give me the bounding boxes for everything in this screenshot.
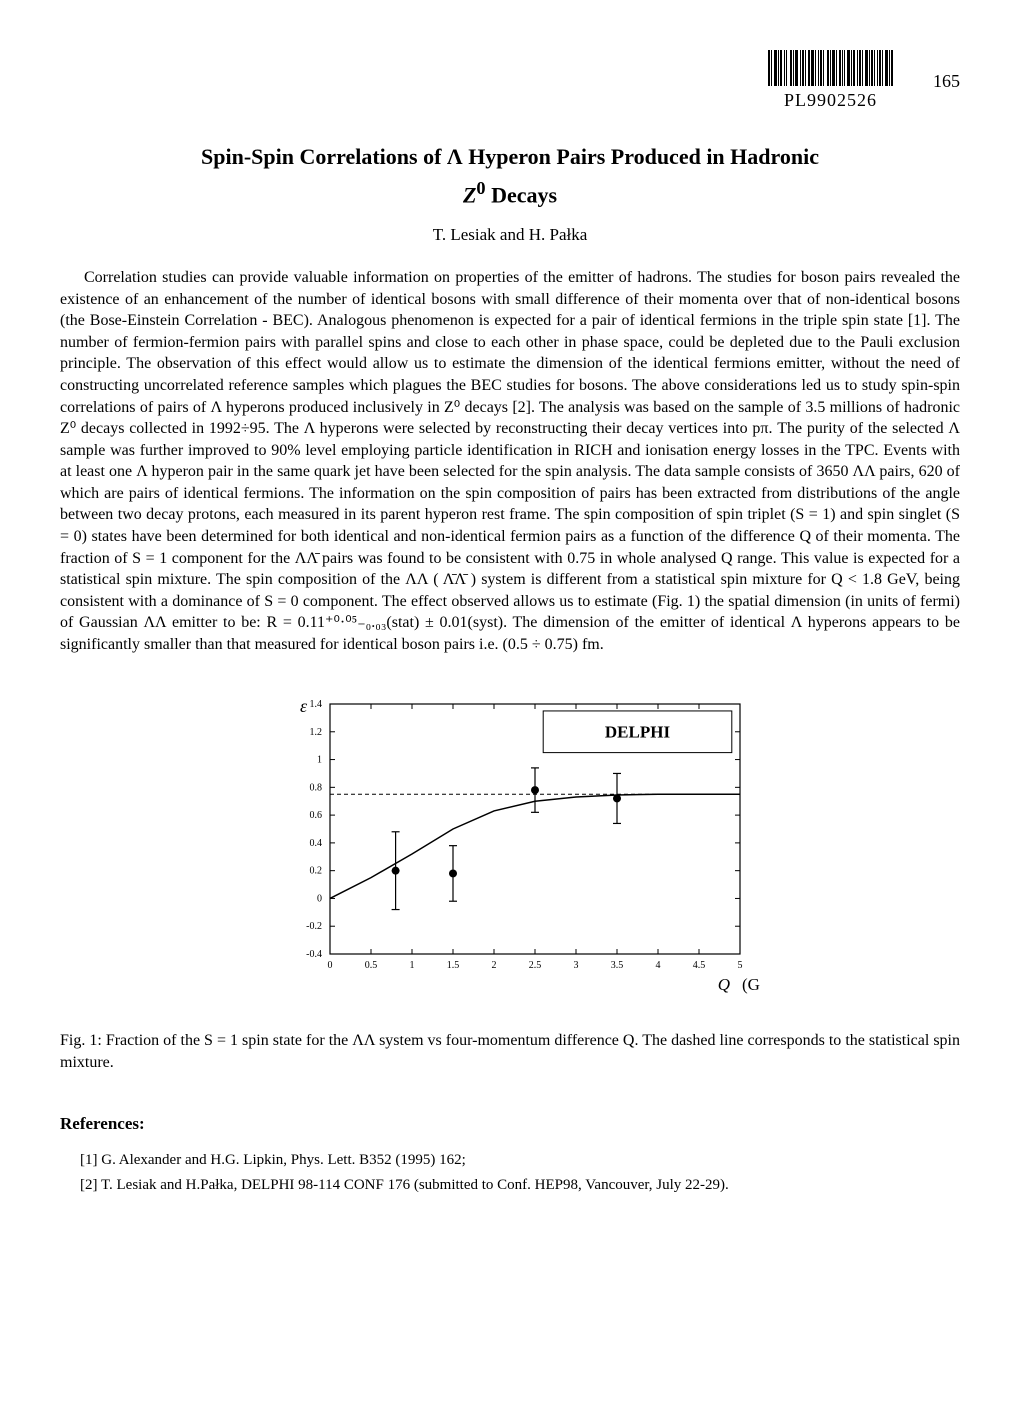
figure-caption: Fig. 1: Fraction of the S = 1 spin state… — [60, 1030, 960, 1073]
svg-text:3: 3 — [574, 960, 579, 971]
svg-text:1: 1 — [317, 754, 322, 765]
barcode-icon — [768, 50, 893, 86]
svg-text:0.4: 0.4 — [310, 838, 323, 849]
chart-plot: -0.4 -0.2 0 0.2 0.4 0.6 0.8 1 1.2 1.4 0 0.5 1 1.5 2 2.5… — [260, 684, 760, 1004]
svg-text:2.5: 2.5 — [529, 960, 542, 971]
svg-text:-0.4: -0.4 — [306, 949, 322, 960]
reference-item: [1] G. Alexander and H.G. Lipkin, Phys. … — [80, 1150, 960, 1170]
svg-text:1.2: 1.2 — [310, 726, 323, 737]
authors: T. Lesiak and H. Pałka — [60, 224, 960, 247]
svg-text:1.4: 1.4 — [310, 699, 323, 710]
svg-text:0: 0 — [328, 960, 333, 971]
svg-text:1: 1 — [410, 960, 415, 971]
svg-text:4: 4 — [656, 960, 661, 971]
svg-text:1.5: 1.5 — [447, 960, 460, 971]
svg-text:4.5: 4.5 — [693, 960, 706, 971]
page-number: 165 — [933, 69, 960, 93]
svg-text:0: 0 — [317, 893, 322, 904]
references-list: [1] G. Alexander and H.G. Lipkin, Phys. … — [60, 1150, 960, 1195]
references-heading: References: — [60, 1113, 960, 1136]
svg-text:ε: ε — [300, 696, 308, 716]
reference-item: [2] T. Lesiak and H.Pałka, DELPHI 98-114… — [80, 1175, 960, 1195]
svg-text:2: 2 — [492, 960, 497, 971]
paper-title-line2: Z0 Decays — [60, 176, 960, 210]
barcode-block: PL9902526 — [768, 50, 893, 112]
svg-text:DELPHI: DELPHI — [605, 722, 671, 741]
svg-text:0.2: 0.2 — [310, 865, 323, 876]
page-header: PL9902526 165 — [60, 50, 960, 112]
svg-text:(GeV): (GeV) — [742, 975, 760, 994]
svg-text:-0.2: -0.2 — [306, 921, 322, 932]
svg-text:3.5: 3.5 — [611, 960, 624, 971]
body-paragraph: Correlation studies can provide valuable… — [60, 267, 960, 656]
svg-text:0.8: 0.8 — [310, 782, 323, 793]
svg-text:5: 5 — [738, 960, 743, 971]
paper-title-line1: Spin-Spin Correlations of Λ Hyperon Pair… — [60, 142, 960, 172]
document-identifier: PL9902526 — [784, 88, 877, 112]
svg-text:0.5: 0.5 — [365, 960, 378, 971]
svg-text:0.6: 0.6 — [310, 810, 323, 821]
figure-1: -0.4 -0.2 0 0.2 0.4 0.6 0.8 1 1.2 1.4 0 0.5 1 1.5 2 2.5… — [60, 684, 960, 1011]
svg-text:Q: Q — [718, 975, 730, 994]
